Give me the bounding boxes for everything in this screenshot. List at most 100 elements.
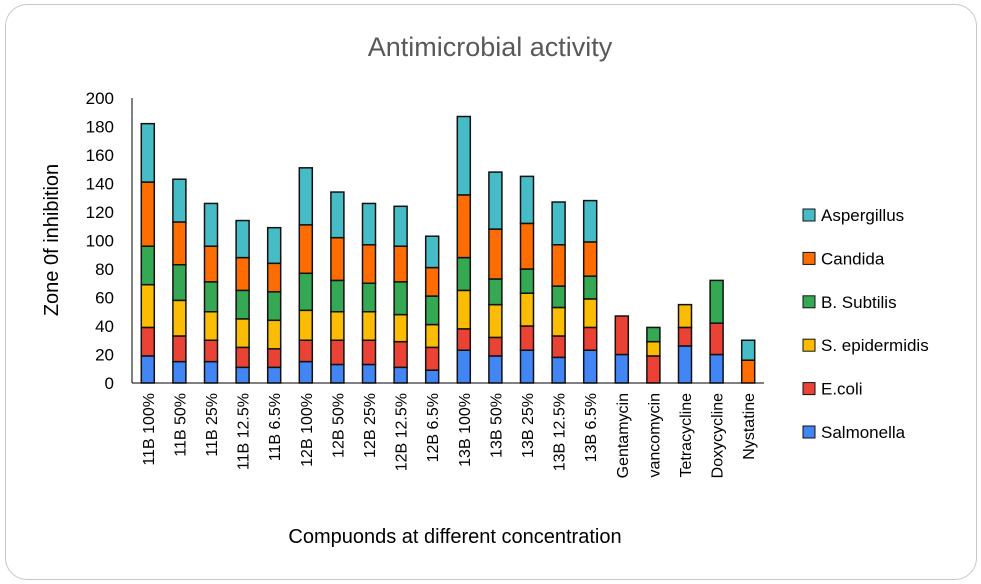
bar-segment-aspergillus [424, 235, 440, 269]
x-tick-label: 12B 12.5% [394, 393, 411, 471]
x-tick-label: 13B 50% [488, 393, 505, 458]
y-tick-label: 40 [95, 317, 114, 336]
x-tick-label: Doxycycline [710, 393, 727, 478]
bar-segment-candida [298, 224, 314, 275]
bar-segment-candida [330, 236, 345, 282]
bar-segment-aspergillus [740, 339, 756, 361]
bar-segment-e-coli [488, 336, 503, 357]
bar-segment-aspergillus [551, 201, 566, 246]
bar-segment-b-subtilis [519, 268, 535, 294]
bar-segment-aspergillus [393, 205, 408, 247]
bar-segment-aspergillus [330, 191, 345, 239]
y-tick-label: 180 [86, 118, 114, 137]
y-tick-label: 200 [86, 89, 114, 108]
bar-segment-salmonella [172, 360, 187, 384]
bar-segment-b-subtilis [298, 272, 314, 312]
y-tick-label: 60 [95, 289, 114, 308]
y-axis-label: Zone 0f inhibition [41, 164, 63, 316]
bar-segment-b-subtilis [266, 291, 282, 322]
bar-segment-salmonella [203, 360, 219, 384]
bar-segment-salmonella [393, 366, 408, 384]
bar-segment-candida [519, 222, 535, 270]
bar-segment-aspergillus [266, 226, 282, 265]
bar-segment-candida [424, 266, 440, 297]
bar-segment-b-subtilis [551, 285, 566, 309]
y-tick-label: 0 [105, 374, 114, 393]
bar-segment-salmonella [424, 369, 440, 384]
bar-segment-salmonella [551, 356, 566, 384]
bar-segment-salmonella [709, 353, 724, 384]
bar-segment-b-subtilis [488, 278, 503, 306]
bar-segment-candida [172, 221, 187, 266]
bar-segment-s-epidermidis [235, 318, 250, 349]
bar-segment-salmonella [614, 353, 630, 384]
bar-segment-e-coli [298, 339, 314, 363]
bar-segment-candida [361, 244, 377, 284]
legend-label: S. epidermidis [821, 336, 929, 355]
y-tick-label: 120 [86, 203, 114, 222]
bar-segment-e-coli [172, 335, 187, 363]
bar-segment-e-coli [677, 326, 693, 347]
bar-segment-b-subtilis [582, 275, 598, 300]
bar-segment-salmonella [330, 363, 345, 384]
legend-swatch [802, 251, 816, 265]
x-tick-label: Nystatine [741, 393, 758, 460]
bar-segment-aspergillus [582, 199, 598, 243]
bar-segment-b-subtilis [235, 289, 250, 320]
bar-segment-s-epidermidis [266, 319, 282, 350]
bar-segment-candida [456, 194, 472, 259]
bar-segment-b-subtilis [646, 326, 661, 343]
y-tick-label: 20 [95, 346, 114, 365]
y-tick-label: 100 [86, 232, 114, 251]
x-tick-label: 11B 100% [141, 393, 158, 466]
bar-segment-candida [488, 228, 503, 280]
bar-segment-aspergillus [298, 167, 314, 226]
bar-segment-s-epidermidis [424, 323, 440, 349]
bar-segment-aspergillus [361, 202, 377, 246]
bar-segment-s-epidermidis [551, 306, 566, 337]
bar-segment-candida [140, 181, 156, 247]
x-tick-label: 12B 6.5% [425, 393, 442, 462]
bar-segment-salmonella [298, 360, 314, 384]
x-tick-label: Tetracycline [678, 393, 695, 478]
bar-segment-salmonella [361, 363, 377, 384]
bar-segment-aspergillus [519, 175, 535, 225]
x-tick-label: 11B 6.5% [267, 393, 284, 461]
bar-segment-s-epidermidis [298, 309, 314, 342]
y-tick-label: 80 [95, 260, 114, 279]
x-tick-label: 13B 25% [520, 393, 537, 458]
x-tick-label: 13B 6.5% [583, 393, 600, 462]
bar-segment-salmonella [582, 349, 598, 384]
bar-segment-candida [266, 262, 282, 293]
bar-segment-b-subtilis [393, 281, 408, 316]
x-tick-label: 11B 50% [172, 393, 189, 457]
bar-segment-e-coli [203, 339, 219, 363]
bar-segment-e-coli [330, 339, 345, 366]
x-tick-label: 12B 50% [330, 393, 347, 458]
bar-segment-salmonella [266, 366, 282, 384]
bar-segment-aspergillus [172, 178, 187, 223]
bar-segment-e-coli [709, 322, 724, 356]
legend-swatch [802, 208, 816, 222]
bar-segment-aspergillus [456, 115, 472, 196]
bar-segment-candida [551, 244, 566, 287]
legend-label: B. Subtilis [821, 293, 897, 312]
bar-segment-e-coli [551, 335, 566, 359]
bar-segment-candida [582, 241, 598, 277]
y-tick-label: 160 [86, 146, 114, 165]
bar-segment-s-epidermidis [456, 289, 472, 330]
bar-segment-salmonella [235, 366, 250, 384]
bar-segment-salmonella [677, 345, 693, 384]
x-axis-label: Compuonds at different concentration [288, 526, 621, 548]
bar-segment-salmonella [519, 349, 535, 384]
y-tick-label: 140 [86, 175, 114, 194]
bar-segment-b-subtilis [172, 263, 187, 302]
x-tick-label: 12B 25% [362, 393, 379, 458]
x-tick-label: 11B 12.5% [236, 393, 253, 470]
bar-segment-s-epidermidis [140, 283, 156, 329]
chart-title: Antimicrobial activity [368, 32, 613, 62]
legend-label: E.coli [821, 380, 863, 399]
bar-segment-s-epidermidis [582, 298, 598, 329]
legend-label: Aspergillus [821, 206, 904, 225]
